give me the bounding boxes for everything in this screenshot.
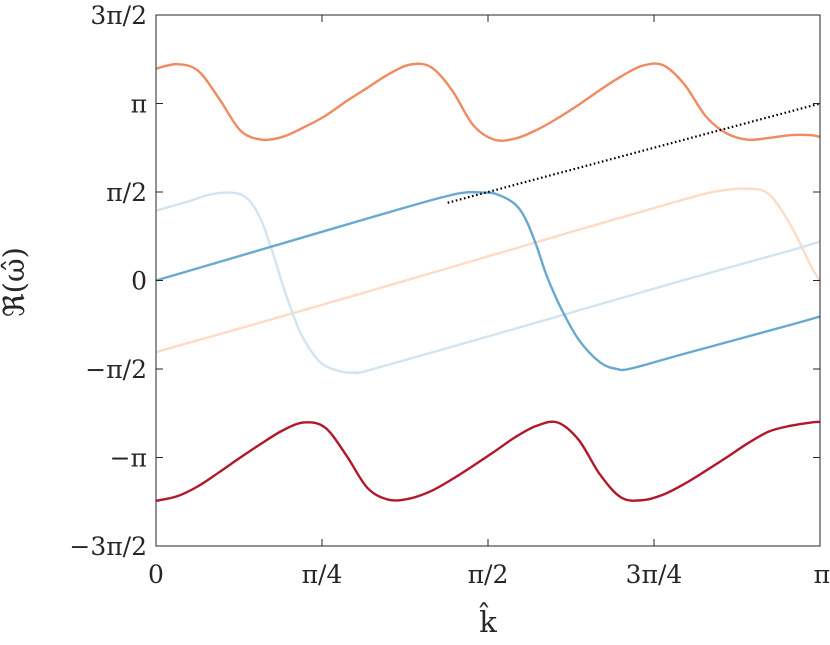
x-axis-label: k̂ [479, 602, 497, 639]
series-line-5 [155, 420, 820, 502]
x-tick-label: 0 [148, 560, 164, 589]
x-tick-label: π/2 [468, 560, 509, 589]
plot-lines [155, 62, 821, 502]
x-tick-label: π [814, 560, 830, 589]
series-line-6 [447, 102, 821, 204]
y-tick-label: −π/2 [85, 355, 147, 384]
y-axis-label: ℜ(ω̂) [0, 247, 31, 317]
x-tick-label: 3π/4 [626, 560, 683, 589]
series-line-2 [155, 187, 821, 354]
y-tick-label: π/2 [106, 178, 147, 207]
y-tick-label: π [131, 90, 147, 119]
ticks: 0 π/4 π/2 3π/4 π −3π/2 −π −π/2 0 π/2 π 3π/2 [69, 1, 830, 589]
series-line-3 [155, 191, 821, 375]
plot-frame [155, 14, 821, 547]
y-tick-label: 0 [131, 267, 147, 296]
y-tick-label: 3π/2 [90, 1, 147, 30]
x-tick-label: π/4 [302, 560, 343, 589]
y-tick-label: −π [110, 444, 147, 473]
series-line-4 [155, 190, 820, 372]
y-tick-label: −3π/2 [69, 532, 147, 561]
